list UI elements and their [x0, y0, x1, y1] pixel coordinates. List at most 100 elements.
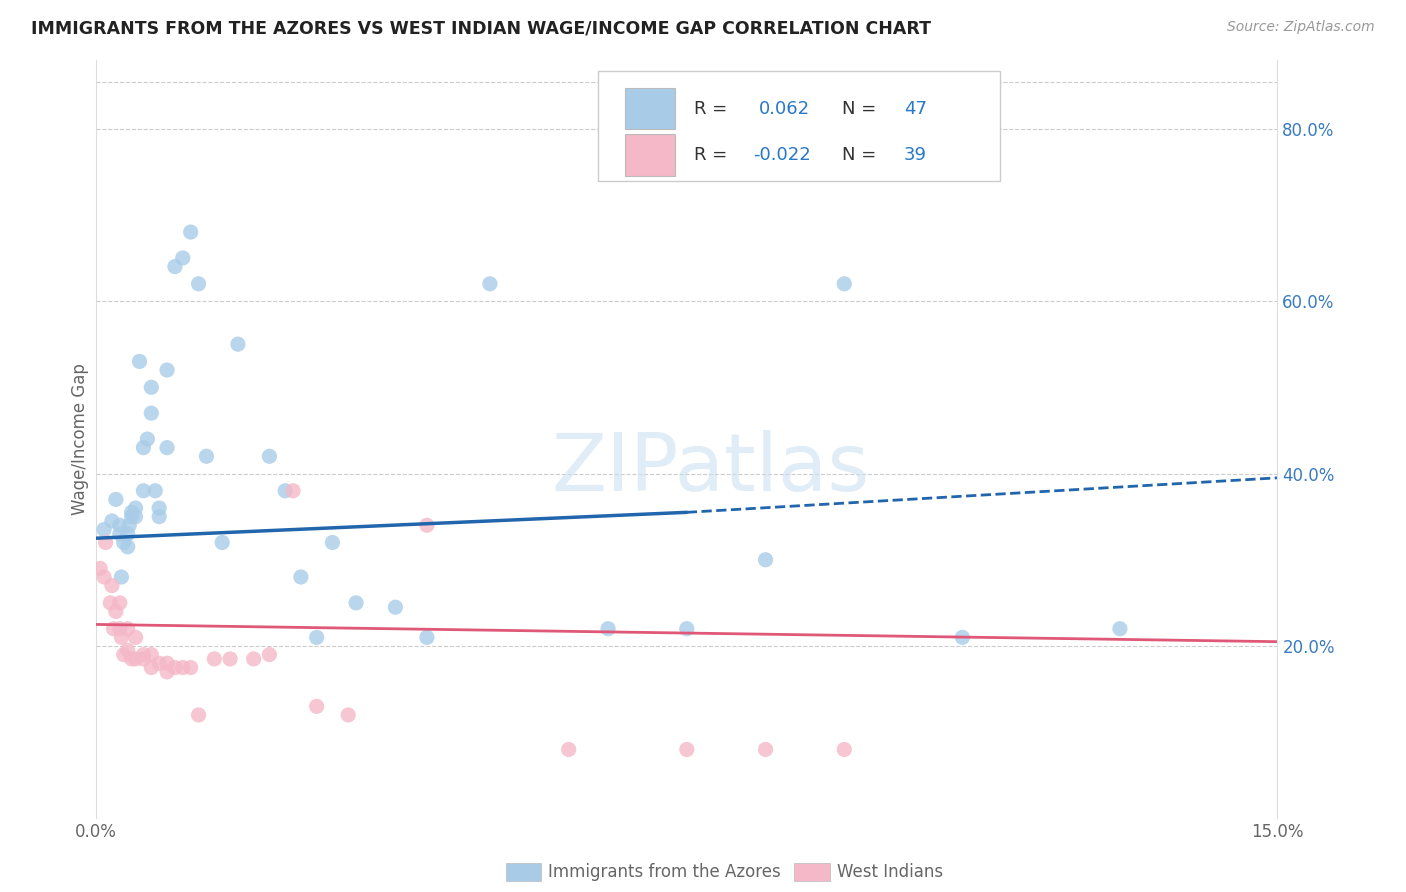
Text: N =: N =: [842, 145, 882, 164]
Point: [148, 501, 170, 516]
Point: [128, 354, 150, 368]
Point: [754, 553, 776, 567]
Point: [121, 505, 143, 519]
Point: [1109, 622, 1132, 636]
Point: [121, 652, 143, 666]
Text: West Indians: West Indians: [837, 863, 942, 881]
Point: [104, 605, 127, 619]
Point: [675, 622, 697, 636]
Point: [124, 509, 146, 524]
Point: [384, 600, 406, 615]
Point: [180, 225, 202, 239]
Point: [112, 648, 135, 662]
Point: [141, 648, 163, 662]
Point: [124, 631, 146, 645]
Point: [416, 518, 439, 533]
Point: [290, 570, 312, 584]
Point: [305, 631, 328, 645]
Point: [132, 441, 155, 455]
Point: [832, 277, 855, 291]
Point: [117, 540, 139, 554]
Point: [226, 337, 249, 351]
Point: [156, 363, 179, 377]
Point: [101, 579, 124, 593]
FancyBboxPatch shape: [626, 87, 675, 129]
Point: [172, 660, 194, 674]
Point: [478, 277, 501, 291]
Point: [141, 406, 163, 420]
Point: [117, 622, 139, 636]
Point: [108, 527, 131, 541]
Point: [104, 492, 127, 507]
Point: [101, 514, 124, 528]
Point: [136, 432, 159, 446]
Point: [416, 631, 439, 645]
Point: [121, 509, 143, 524]
Point: [305, 699, 328, 714]
Point: [132, 648, 155, 662]
Point: [143, 483, 166, 498]
Text: -0.022: -0.022: [754, 145, 811, 164]
Point: [195, 450, 218, 464]
Point: [117, 643, 139, 657]
Point: [344, 596, 367, 610]
Point: [93, 570, 115, 584]
Point: [172, 251, 194, 265]
Text: Source: ZipAtlas.com: Source: ZipAtlas.com: [1227, 20, 1375, 34]
Point: [124, 652, 146, 666]
Point: [557, 742, 579, 756]
Point: [219, 652, 242, 666]
Text: Immigrants from the Azores: Immigrants from the Azores: [548, 863, 782, 881]
Point: [259, 450, 281, 464]
Point: [187, 708, 209, 723]
Point: [110, 570, 132, 584]
Point: [274, 483, 297, 498]
Point: [108, 622, 131, 636]
Text: N =: N =: [842, 100, 882, 118]
Point: [163, 660, 186, 674]
Point: [117, 527, 139, 541]
Point: [148, 509, 170, 524]
Point: [281, 483, 304, 498]
Point: [141, 660, 163, 674]
Point: [675, 742, 697, 756]
Text: R =: R =: [695, 145, 733, 164]
Point: [103, 622, 125, 636]
Point: [259, 648, 281, 662]
Point: [163, 260, 186, 274]
Point: [211, 535, 233, 549]
Point: [94, 535, 117, 549]
FancyBboxPatch shape: [598, 71, 1000, 181]
Point: [93, 523, 115, 537]
Text: 47: 47: [904, 100, 927, 118]
Text: 39: 39: [904, 145, 927, 164]
Point: [596, 622, 619, 636]
Point: [156, 441, 179, 455]
Text: IMMIGRANTS FROM THE AZORES VS WEST INDIAN WAGE/INCOME GAP CORRELATION CHART: IMMIGRANTS FROM THE AZORES VS WEST INDIA…: [31, 20, 931, 37]
Point: [148, 657, 170, 671]
Point: [337, 708, 360, 723]
Point: [108, 596, 131, 610]
Point: [108, 518, 131, 533]
Point: [89, 561, 111, 575]
Point: [754, 742, 776, 756]
Point: [187, 277, 209, 291]
Point: [202, 652, 225, 666]
Point: [124, 501, 146, 516]
Point: [112, 535, 135, 549]
Y-axis label: Wage/Income Gap: Wage/Income Gap: [72, 363, 89, 515]
Point: [321, 535, 343, 549]
Point: [180, 660, 202, 674]
Point: [98, 596, 121, 610]
Point: [110, 631, 132, 645]
Point: [132, 483, 155, 498]
Point: [156, 657, 179, 671]
Text: ZIPatlas: ZIPatlas: [551, 430, 869, 508]
Point: [156, 665, 179, 679]
FancyBboxPatch shape: [626, 134, 675, 176]
Point: [118, 518, 141, 533]
Point: [832, 742, 855, 756]
Point: [141, 380, 163, 394]
Point: [242, 652, 264, 666]
Point: [132, 652, 155, 666]
